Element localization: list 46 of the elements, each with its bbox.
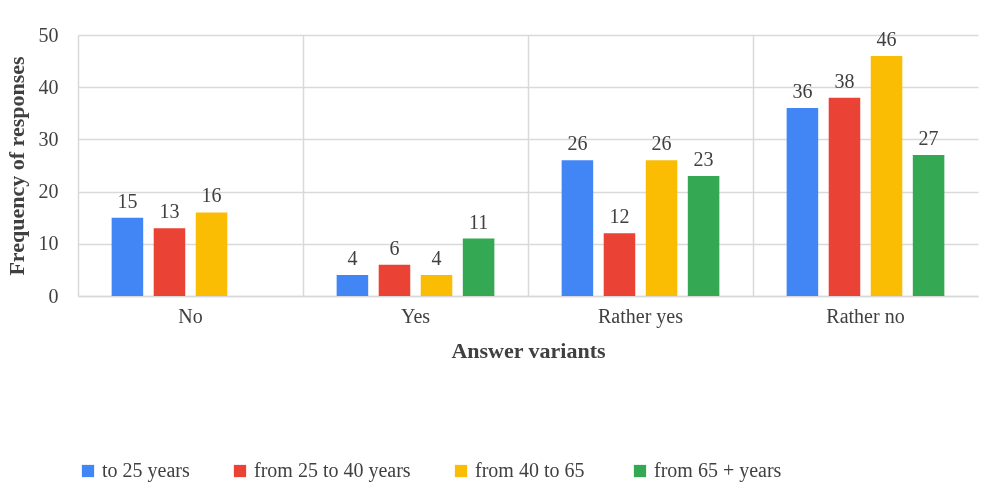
bar <box>378 264 411 296</box>
y-tick-label: 10 <box>38 232 59 255</box>
y-tick-label: 0 <box>48 284 59 307</box>
x-tick-label: Yes <box>400 304 431 327</box>
bar <box>645 160 678 296</box>
legend-label: to 25 years <box>102 459 190 482</box>
bar <box>420 275 453 296</box>
x-tick-label: Rather no <box>826 304 905 327</box>
bar <box>870 55 903 296</box>
data-label: 11 <box>468 210 489 233</box>
data-label: 6 <box>389 236 400 259</box>
bar <box>786 108 819 296</box>
data-label: 23 <box>693 147 714 170</box>
bar <box>336 275 369 296</box>
data-label: 4 <box>431 247 442 270</box>
x-tick-label: No <box>178 304 203 327</box>
data-label: 13 <box>159 200 180 223</box>
data-label: 16 <box>201 184 222 207</box>
y-tick-label: 20 <box>38 180 59 203</box>
bar <box>111 217 144 296</box>
x-tick-label: Rather yes <box>598 304 684 328</box>
bar <box>603 233 636 296</box>
legend-label: from 40 to 65 <box>475 459 585 481</box>
x-axis-title: Answer variants <box>451 337 607 363</box>
data-label: 4 <box>347 247 358 270</box>
bar <box>912 155 945 296</box>
legend-label: from 25 to 40 years <box>254 459 411 482</box>
data-label: 12 <box>609 205 630 228</box>
data-label: 46 <box>876 27 897 50</box>
bar <box>687 175 720 296</box>
data-label: 36 <box>792 80 813 103</box>
bar <box>828 97 861 296</box>
bar <box>195 212 228 296</box>
data-label: 27 <box>918 127 939 150</box>
data-label: 26 <box>567 132 588 155</box>
data-label: 26 <box>651 132 672 155</box>
bar <box>462 238 495 296</box>
y-tick-label: 40 <box>38 75 59 98</box>
y-tick-label: 50 <box>38 23 59 46</box>
bar <box>153 228 186 296</box>
y-tick-label: 30 <box>38 127 59 150</box>
legend-label: from 65 + years <box>654 459 782 482</box>
data-label: 38 <box>834 69 855 92</box>
data-label: 15 <box>117 189 138 212</box>
y-axis-title: Frequency of responses <box>3 55 29 276</box>
bar <box>561 160 594 296</box>
